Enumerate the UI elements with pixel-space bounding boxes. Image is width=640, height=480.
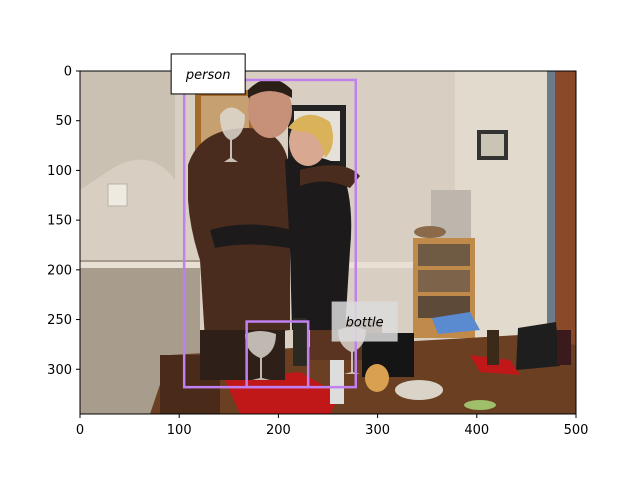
y-axis: 0 50 100 150 200 250 300 xyxy=(47,65,80,378)
man-arm xyxy=(300,165,360,188)
bottle-corner xyxy=(557,330,571,365)
person-label: person xyxy=(185,68,231,83)
x-axis: 0 100 200 300 400 500 xyxy=(76,414,589,438)
y-tick-label: 0 xyxy=(64,65,72,80)
bottle-label-box xyxy=(331,301,398,342)
woman-hair xyxy=(288,114,334,158)
jar xyxy=(365,364,389,392)
plate xyxy=(464,400,496,410)
ashtray xyxy=(395,380,443,400)
light-switch xyxy=(107,183,128,207)
axes-frame xyxy=(79,70,577,415)
bowl xyxy=(414,226,446,238)
man-hair xyxy=(248,79,292,98)
person-label-box xyxy=(170,53,246,95)
x-tick-label: 400 xyxy=(464,423,489,438)
man-head xyxy=(248,82,292,138)
door-edge xyxy=(547,71,555,414)
bottle-clear xyxy=(330,360,344,404)
photo xyxy=(80,71,576,414)
wine-glass xyxy=(220,107,245,162)
annotations: person bottle xyxy=(170,53,398,389)
x-tick-label: 500 xyxy=(564,423,589,438)
woman-coat xyxy=(285,156,352,330)
small-picture-inner xyxy=(481,134,504,156)
black-bag xyxy=(516,322,560,370)
plastic-bag xyxy=(432,312,480,334)
y-tick-label: 300 xyxy=(47,363,72,378)
bottle-right xyxy=(487,330,499,365)
x-tick-label: 0 xyxy=(76,423,84,438)
wall-shade xyxy=(80,71,175,190)
bottle-label: bottle xyxy=(346,316,384,331)
bottle-dark xyxy=(293,318,307,366)
bottle-bbox xyxy=(245,320,310,389)
y-tick-label: 150 xyxy=(47,214,72,229)
y-tick-label: 50 xyxy=(55,114,72,129)
y-tick-label: 250 xyxy=(47,313,72,328)
y-tick-label: 100 xyxy=(47,164,72,179)
x-tick-label: 200 xyxy=(266,423,291,438)
y-tick-label: 200 xyxy=(47,263,72,278)
shelf-books-3 xyxy=(418,296,470,318)
x-tick-label: 300 xyxy=(365,423,390,438)
woman-arm xyxy=(210,224,300,250)
x-tick-label: 100 xyxy=(167,423,192,438)
shelf-books-2 xyxy=(418,270,470,292)
table-glass-1 xyxy=(245,331,276,380)
red-cloth xyxy=(225,372,340,414)
shelf-books-1 xyxy=(418,244,470,266)
